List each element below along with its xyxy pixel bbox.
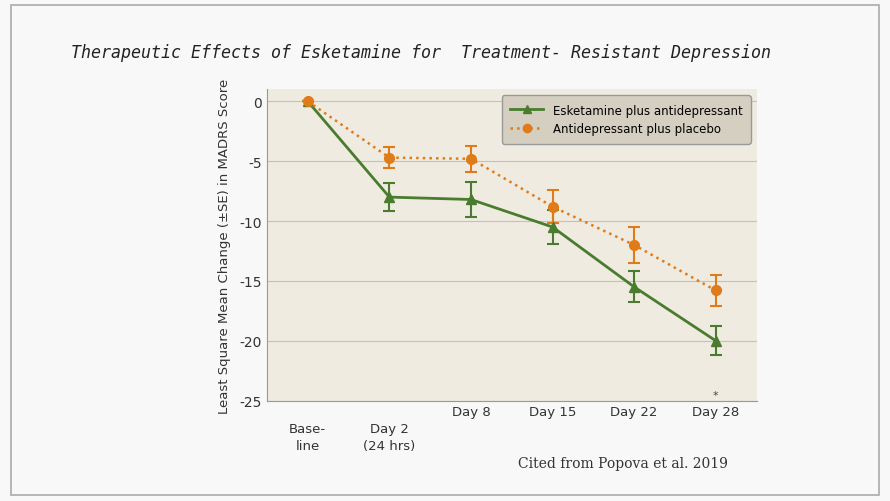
Y-axis label: Least Square Mean Change (±SE) in MADRS Score: Least Square Mean Change (±SE) in MADRS …: [218, 78, 231, 413]
Legend: Esketamine plus antidepressant, Antidepressant plus placebo: Esketamine plus antidepressant, Antidepr…: [502, 96, 750, 144]
Text: Cited from Popova et al. 2019: Cited from Popova et al. 2019: [518, 456, 728, 470]
Text: *: *: [713, 390, 718, 400]
Text: line: line: [295, 439, 320, 452]
Text: (24 hrs): (24 hrs): [363, 439, 416, 452]
Text: Day 2: Day 2: [370, 422, 409, 435]
Text: Base-: Base-: [289, 422, 327, 435]
Text: Therapeutic Effects of Esketamine for  Treatment- Resistant Depression: Therapeutic Effects of Esketamine for Tr…: [71, 44, 772, 62]
